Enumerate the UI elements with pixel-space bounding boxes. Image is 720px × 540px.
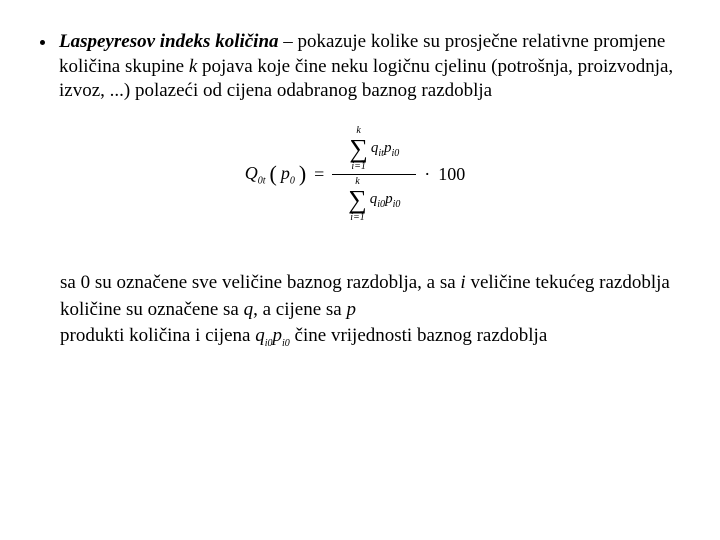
fraction-line	[332, 174, 416, 175]
prod-p-sub: i0	[282, 338, 290, 349]
bullet-text: Laspeyresov indeks količina – pokazuje k…	[59, 30, 680, 104]
note3-b: čine vrijednosti baznog razdoblja	[290, 325, 547, 346]
prod-p: p	[273, 325, 283, 346]
note-line-2: količine su označene sa q, a cijene sa p	[60, 298, 670, 323]
sigma-lower: i=1	[351, 162, 366, 172]
var-q: q	[244, 299, 254, 320]
numerator: k ∑ i=1 qitpi0	[349, 126, 399, 172]
lparen: (	[269, 160, 276, 189]
sub-0t: 0t	[258, 175, 266, 186]
bullet-item: Laspeyresov indeks količina – pokazuje k…	[30, 30, 680, 104]
den-q-sub: i0	[377, 199, 385, 210]
note1-a: sa 0 su označene sve veličine baznog raz…	[60, 272, 460, 293]
note2-b: , a cijene sa	[253, 299, 346, 320]
note3-a: produkti količina i cijena	[60, 325, 255, 346]
sigma-icon-2: ∑	[348, 187, 367, 213]
formula: Q0t ( p0 ) = k ∑ i=1 qitpi0 k ∑ i=1 qi	[245, 126, 466, 223]
prod-q: q	[255, 325, 265, 346]
sym-Q: Q	[245, 163, 258, 183]
note-line-1: sa 0 su označene sve veličine baznog raz…	[60, 271, 670, 296]
sigma-lower-2: i=1	[350, 213, 365, 223]
den-term: qi0pi0	[370, 190, 401, 211]
equals: =	[314, 163, 324, 186]
denominator: k ∑ i=1 qi0pi0	[348, 177, 400, 223]
num-p-sub: i0	[391, 148, 399, 159]
notes: sa 0 su označene sve veličine baznog raz…	[60, 271, 670, 350]
formula-p0: p0	[281, 162, 295, 188]
formula-container: Q0t ( p0 ) = k ∑ i=1 qitpi0 k ∑ i=1 qi	[30, 126, 680, 223]
note1-b: veličine tekućeg razdoblja	[466, 272, 670, 293]
num-term: qitpi0	[371, 139, 399, 160]
prod-q-sub: i0	[265, 338, 273, 349]
formula-Q: Q0t	[245, 162, 266, 188]
note2-a: količine su označene sa	[60, 299, 244, 320]
var-p: p	[346, 299, 356, 320]
sym-p: p	[281, 163, 290, 183]
hundred: 100	[438, 163, 465, 186]
cdot: ·	[424, 163, 430, 186]
den-p-sub: i0	[393, 199, 401, 210]
note-line-3: produkti količina i cijena qi0pi0 čine v…	[60, 324, 670, 350]
den-p: p	[385, 191, 393, 207]
sub-0: 0	[290, 175, 295, 186]
var-k: k	[189, 56, 197, 77]
term: Laspeyresov indeks količina	[59, 31, 279, 52]
fraction: k ∑ i=1 qitpi0 k ∑ i=1 qi0pi0	[332, 126, 416, 223]
bullet-marker	[40, 40, 45, 45]
sigma-num: k ∑ i=1	[349, 126, 368, 172]
rparen: )	[299, 160, 306, 189]
sigma-den: k ∑ i=1	[348, 177, 367, 223]
sigma-icon: ∑	[349, 136, 368, 162]
prod-term: qi0pi0	[255, 325, 290, 346]
